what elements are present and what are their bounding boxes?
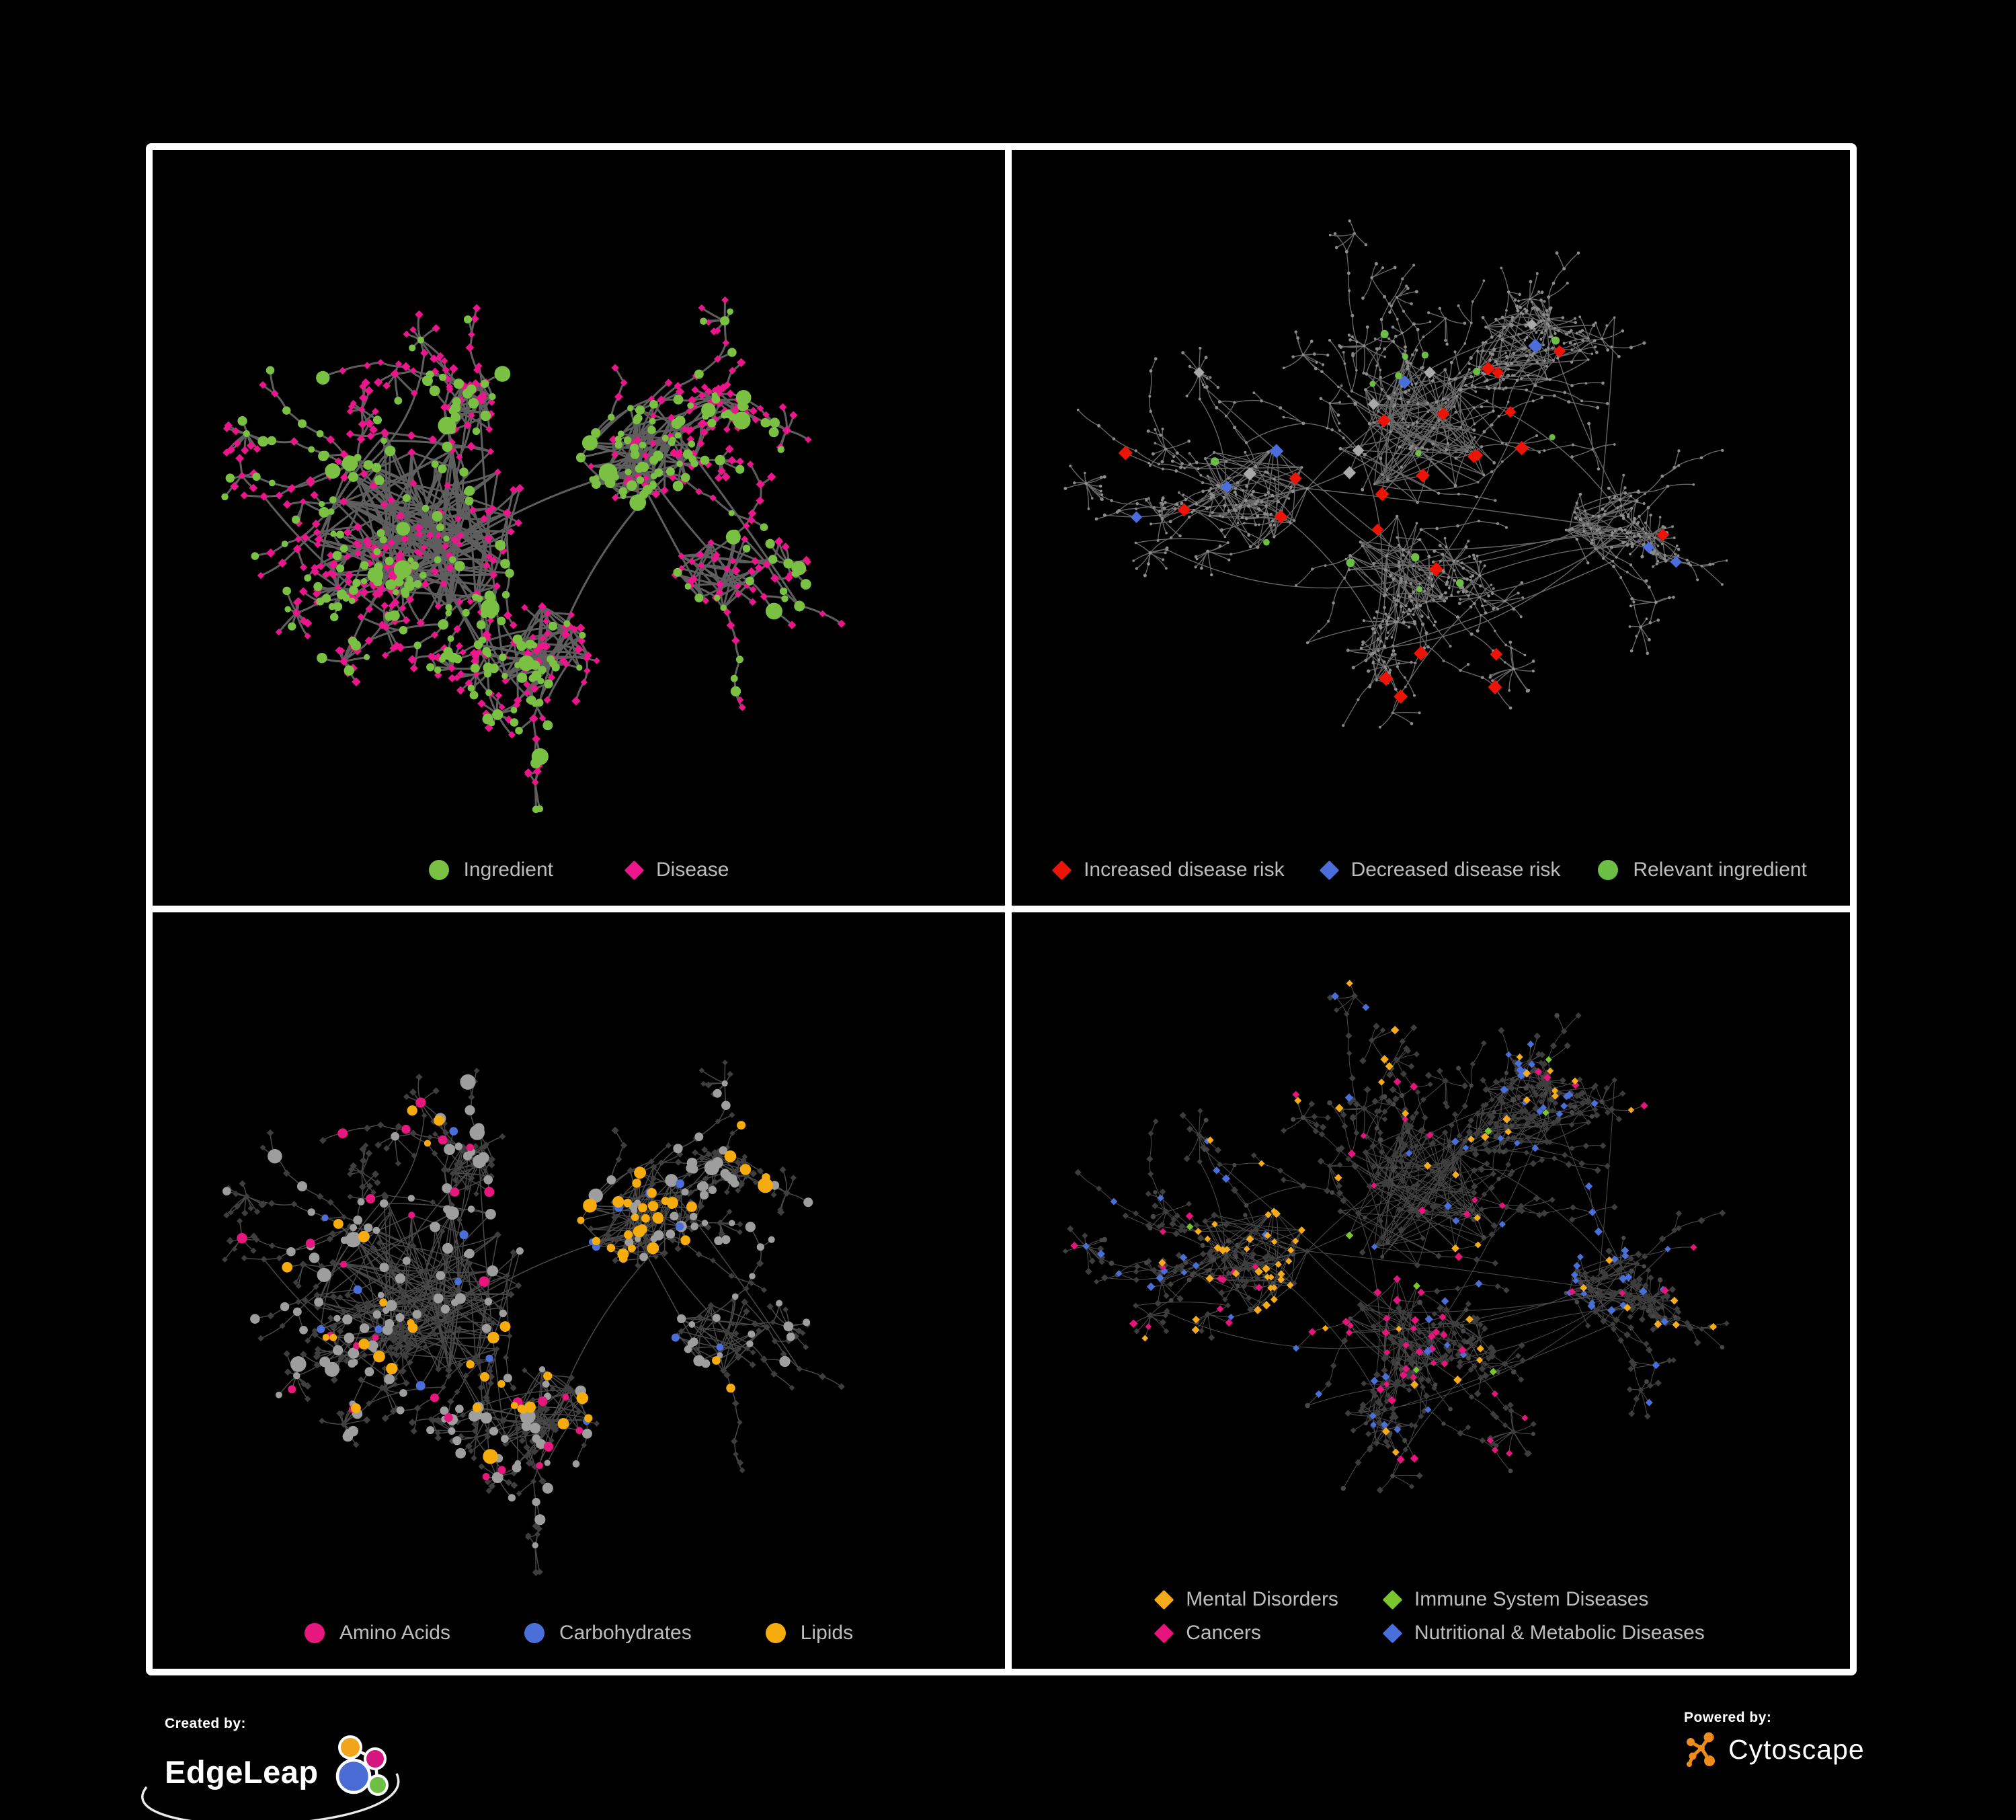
amino-acids-marker-icon bbox=[304, 1623, 325, 1643]
edgeleap-logo: Created by: EdgeLeap bbox=[141, 1716, 400, 1820]
legend-ingredient-disease: Ingredient Disease bbox=[153, 859, 1005, 881]
carbohydrates-label: Carbohydrates bbox=[559, 1622, 692, 1644]
increased-risk-marker-icon bbox=[1051, 860, 1072, 880]
legend-item-increased-disease-risk: Increased disease risk bbox=[1051, 859, 1285, 881]
network-graph-ingredient-disease bbox=[221, 296, 846, 814]
edgeleap-wordmark: EdgeLeap bbox=[165, 1753, 319, 1790]
legend-item-immune-system-diseases: Immune System Diseases bbox=[1382, 1588, 1705, 1611]
legend-item-mental-disorders: Mental Disorders bbox=[1154, 1588, 1338, 1611]
decreased-risk-marker-icon bbox=[1319, 860, 1339, 880]
legend-disease-risk: Increased disease risk Decreased disease… bbox=[1012, 859, 1850, 881]
disease-label: Disease bbox=[656, 859, 729, 881]
cancers-marker-icon bbox=[1154, 1623, 1174, 1643]
cytoscape-logo: Powered by: Cytoscape bbox=[1684, 1710, 1865, 1769]
lipids-marker-icon bbox=[765, 1623, 786, 1643]
amino-acids-label: Amino Acids bbox=[339, 1622, 450, 1644]
legend-item-cancers: Cancers bbox=[1154, 1622, 1338, 1645]
edgeleap-network-icon bbox=[335, 1735, 389, 1796]
ingredient-marker-icon bbox=[428, 860, 449, 880]
lipids-label: Lipids bbox=[800, 1622, 854, 1644]
decreased-risk-label: Decreased disease risk bbox=[1350, 859, 1561, 881]
legend-nutrient-classes: Amino Acids Carbohydrates Lipids bbox=[153, 1622, 1005, 1645]
cytoscape-network-icon bbox=[1687, 1732, 1715, 1767]
network-graph-disease-risk bbox=[1063, 219, 1728, 729]
legend-disease-categories: Mental Disorders Immune System Diseases … bbox=[1012, 1588, 1850, 1645]
ingredient-label: Ingredient bbox=[463, 859, 554, 881]
panel-disease-risk: Increased disease risk Decreased disease… bbox=[1012, 150, 1850, 906]
immune-system-diseases-label: Immune System Diseases bbox=[1414, 1588, 1649, 1610]
legend-item-ingredient: Ingredient bbox=[428, 859, 554, 881]
panel-disease-categories: Mental Disorders Immune System Diseases … bbox=[1012, 912, 1850, 1669]
network-graph-nutrient-classes bbox=[221, 1060, 845, 1577]
legend-item-disease: Disease bbox=[624, 859, 729, 881]
relevant-ingredient-label: Relevant ingredient bbox=[1633, 859, 1807, 881]
relevant-ingredient-marker-icon bbox=[1598, 860, 1619, 880]
disease-marker-icon bbox=[624, 860, 645, 880]
powered-by-label: Powered by: bbox=[1684, 1710, 1772, 1725]
nutritional-metabolic-diseases-label: Nutritional & Metabolic Diseases bbox=[1414, 1622, 1705, 1644]
legend-item-carbohydrates: Carbohydrates bbox=[524, 1622, 692, 1645]
carbohydrates-marker-icon bbox=[524, 1623, 545, 1643]
immune-system-diseases-marker-icon bbox=[1382, 1589, 1403, 1610]
cytoscape-wordmark: Cytoscape bbox=[1728, 1733, 1865, 1765]
legend-item-lipids: Lipids bbox=[765, 1622, 854, 1645]
mental-disorders-label: Mental Disorders bbox=[1186, 1588, 1338, 1610]
created-by-label: Created by: bbox=[165, 1716, 247, 1731]
cancers-label: Cancers bbox=[1186, 1622, 1261, 1644]
legend-item-amino-acids: Amino Acids bbox=[304, 1622, 450, 1645]
frame-divider-horizontal bbox=[153, 906, 1850, 912]
legend-item-decreased-disease-risk: Decreased disease risk bbox=[1319, 859, 1561, 881]
nutritional-metabolic-diseases-marker-icon bbox=[1382, 1623, 1403, 1643]
network-graph-disease-categories bbox=[1062, 980, 1730, 1494]
legend-item-relevant-ingredient: Relevant ingredient bbox=[1598, 859, 1807, 881]
figure-frame: Ingredient Disease Increased disease ris… bbox=[146, 143, 1857, 1675]
panel-nutrient-classes: Amino Acids Carbohydrates Lipids bbox=[153, 912, 1005, 1669]
legend-item-nutritional-metabolic-diseases: Nutritional & Metabolic Diseases bbox=[1382, 1622, 1705, 1645]
increased-risk-label: Increased disease risk bbox=[1084, 859, 1285, 881]
mental-disorders-marker-icon bbox=[1154, 1589, 1174, 1610]
panel-ingredient-disease: Ingredient Disease bbox=[153, 150, 1005, 906]
